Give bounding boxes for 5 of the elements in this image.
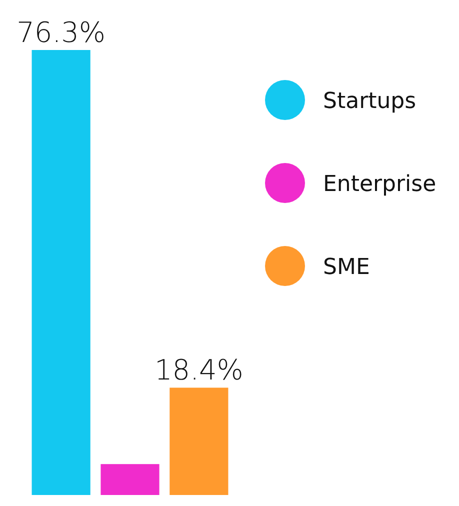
- legend-label: Enterprise: [323, 172, 436, 197]
- legend-label: Startups: [323, 89, 416, 114]
- data-label: 18.4%: [154, 354, 244, 387]
- data-label: 76.3%: [16, 16, 106, 49]
- legend-label: SME: [323, 255, 370, 280]
